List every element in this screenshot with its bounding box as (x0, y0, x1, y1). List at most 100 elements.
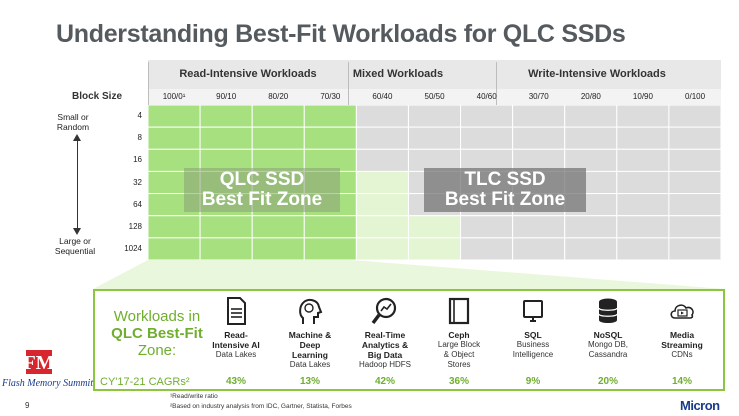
cloud-play-icon (670, 304, 694, 319)
brain-head-icon (299, 298, 323, 324)
ratio-label: 40/60 (476, 92, 497, 101)
zone-connector (93, 260, 725, 289)
grid-cell (564, 215, 618, 239)
large-sequential-label: Large or Sequential (54, 236, 96, 256)
workload-cagr: 20% (597, 376, 619, 387)
block-size-value: 4 (137, 111, 142, 121)
grid-cell (251, 237, 305, 260)
workload-description: Hadoop HDFS (358, 360, 412, 369)
grid-cell (303, 105, 357, 128)
workload-name: Machine & Deep Learning (288, 330, 332, 360)
grid-cell (407, 105, 462, 128)
group-write-intensive: Write-Intensive Workloads (528, 68, 666, 80)
fms-logo-icon: FM (23, 350, 55, 374)
workload-description: Business Intelligence (512, 340, 554, 359)
magnifier-chart-icon (371, 297, 397, 325)
footnote-1: ¹Read/write ratio (170, 393, 218, 400)
workload-name: NoSQL (593, 330, 623, 340)
ratio-label: 60/40 (372, 92, 393, 101)
workload-item: Ceph Large Block & Object Stores (420, 330, 498, 370)
small-random-label: Small or Random (56, 112, 90, 132)
workload-item: NoSQL Mongo DB, Cassandra (569, 330, 647, 360)
grid-cell (616, 193, 670, 217)
grid-cell (355, 237, 409, 260)
workload-name: Media Streaming (661, 330, 703, 350)
grid-cell (303, 126, 357, 150)
grid-cell (460, 126, 514, 150)
monitor-icon (523, 300, 543, 322)
grid-cell (512, 126, 566, 150)
grid-cell (148, 105, 201, 128)
grid-cell (616, 170, 670, 195)
workload-description: Large Block & Object Stores (437, 340, 481, 369)
grid-cell (668, 170, 721, 195)
grid-cell (251, 126, 305, 150)
workload-item: Media Streaming CDNs (643, 330, 721, 360)
ratio-label: 20/80 (580, 92, 601, 101)
grid-cell (355, 126, 409, 150)
block-size-value: 32 (133, 177, 142, 187)
grid-cell (355, 170, 409, 195)
qlc-zone-line1: QLC SSD (219, 169, 305, 190)
grid-cell (407, 126, 462, 150)
qlc-best-fit-zone: QLC SSD Best Fit Zone (184, 168, 340, 212)
grid-cell (460, 215, 514, 239)
grid-cell (512, 105, 566, 128)
ratio-label: 50/50 (424, 92, 445, 101)
grid-cell (251, 215, 305, 239)
workload-description: Mongo DB, Cassandra (587, 340, 629, 359)
workload-description: CDNs (671, 350, 693, 359)
workload-description: Data Lakes (289, 360, 331, 369)
grid-cell (148, 126, 201, 150)
qlc-zone-line2: Best Fit Zone (201, 189, 323, 210)
arrow-up-icon (73, 134, 81, 141)
workload-item: Read- Intensive AI Data Lakes (197, 330, 275, 360)
workload-name: SQL (524, 330, 542, 340)
grid-cell (199, 215, 253, 239)
grid-cell (616, 126, 670, 150)
grid-cell (355, 148, 409, 172)
tlc-zone-line1: TLC SSD (464, 169, 546, 190)
ratio-label: 90/10 (216, 92, 237, 101)
grid-cell (668, 193, 721, 217)
grid-cell (303, 237, 357, 260)
grid-cell (616, 148, 670, 172)
group-separator (348, 62, 349, 105)
workload-cagr: 43% (225, 376, 247, 387)
database-icon (598, 298, 618, 323)
workload-cagr: 42% (374, 376, 396, 387)
grid-cell (512, 237, 566, 260)
grid-cell (199, 126, 253, 150)
ratio-header-band (148, 89, 721, 105)
grid-cell (407, 215, 462, 239)
workload-item: Real-Time Analytics & Big Data Hadoop HDF… (346, 330, 424, 370)
block-size-value: 128 (128, 221, 142, 231)
workload-cagr: 9% (525, 376, 541, 387)
block-size-label: Block Size (72, 91, 123, 102)
grid-cell (564, 126, 618, 150)
fms-logo-text: Flash Memory Summit (2, 378, 94, 389)
grid-cell (668, 215, 721, 239)
group-separator (148, 62, 149, 105)
grid-cell (512, 215, 566, 239)
grid-cell (148, 237, 201, 260)
block-size-value: 8 (137, 133, 142, 143)
book-icon (448, 297, 470, 325)
footnote-2: ²Based on industry analysis from IDC, Ga… (170, 403, 352, 410)
grid-cell (668, 105, 721, 128)
grid-cell (251, 105, 305, 128)
block-size-value: 16 (133, 155, 142, 165)
grid-cell (460, 105, 514, 128)
workload-cagr: 36% (448, 376, 470, 387)
grid-cell (303, 215, 357, 239)
grid-cell (668, 148, 721, 172)
document-icon (227, 297, 246, 325)
vertical-arrow (77, 140, 78, 228)
workload-name: Ceph (448, 330, 470, 340)
group-mixed: Mixed Workloads (352, 68, 444, 80)
grid-cell (460, 237, 514, 260)
block-size-value: 1024 (124, 243, 142, 253)
tlc-best-fit-zone: TLC SSD Best Fit Zone (424, 168, 586, 212)
workload-cagr: 13% (299, 376, 321, 387)
group-separator (496, 62, 497, 105)
